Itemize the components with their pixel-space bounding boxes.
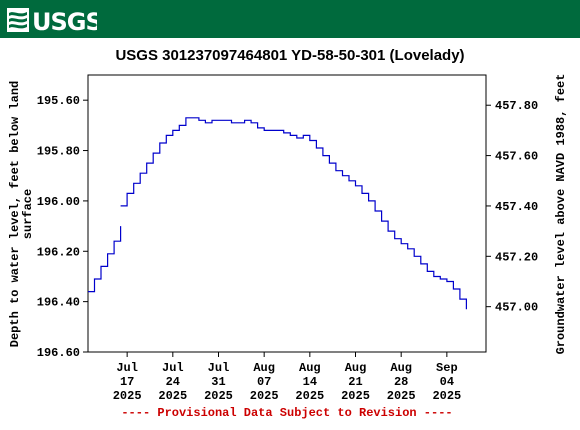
y2-tick-label: 457.00 (495, 301, 538, 315)
x-tick-year: 2025 (158, 389, 187, 403)
y2-tick-label: 457.80 (495, 99, 538, 113)
x-tick-year: 2025 (113, 389, 142, 403)
x-tick-month: Aug (253, 361, 275, 375)
water-level-line (120, 117, 467, 310)
y2-axis-label: Groundwater level above NAVD 1988, feet (554, 74, 568, 355)
usgs-banner: USGS (0, 0, 580, 38)
provisional-notice: ---- Provisional Data Subject to Revisio… (121, 406, 452, 420)
x-tick-month: Aug (345, 361, 367, 375)
usgs-wave-icon (7, 8, 29, 32)
usgs-logo[interactable]: USGS (7, 5, 97, 35)
x-tick-day: 14 (303, 375, 317, 389)
x-axis: Jul172025Jul242025Jul312025Aug072025Aug1… (113, 352, 461, 403)
x-tick-year: 2025 (295, 389, 324, 403)
y-tick-label: 196.20 (37, 245, 80, 259)
y-axis-label-line2: surface (21, 189, 35, 239)
y-tick-label: 196.00 (37, 195, 80, 209)
x-tick-month: Jul (208, 361, 230, 375)
x-tick-day: 21 (348, 375, 362, 389)
y-axis-label-part1: Depth to water level, feet below land (8, 81, 22, 347)
x-tick-year: 2025 (387, 389, 416, 403)
x-tick-month: Jul (116, 361, 138, 375)
y-tick-label: 195.80 (37, 145, 80, 159)
plot-area (87, 74, 487, 353)
x-tick-day: 17 (120, 375, 134, 389)
left-axis: 195.60 195.80 196.00 196.20 196.40 196.60 (37, 94, 88, 360)
y2-tick-label: 457.60 (495, 150, 538, 164)
x-tick-year: 2025 (432, 389, 461, 403)
x-tick-day: 07 (257, 375, 271, 389)
x-tick-day: 24 (166, 375, 180, 389)
x-tick-day: 04 (440, 375, 454, 389)
x-tick-month: Aug (299, 361, 321, 375)
y-axis-label-part2: surface (21, 189, 35, 239)
x-tick-year: 2025 (341, 389, 370, 403)
y-tick-label: 196.40 (37, 296, 80, 310)
x-tick-month: Jul (162, 361, 184, 375)
y2-tick-label: 457.20 (495, 250, 538, 264)
chart-title: USGS 301237097464801 YD-58-50-301 (Lovel… (115, 47, 464, 64)
x-tick-month: Sep (436, 361, 458, 375)
y-tick-label: 196.60 (37, 346, 80, 360)
x-tick-year: 2025 (250, 389, 279, 403)
usgs-logo-text: USGS (32, 8, 97, 35)
series-layer (88, 117, 467, 310)
x-tick-day: 31 (211, 375, 225, 389)
y-tick-label: 195.60 (37, 94, 80, 108)
right-axis: 457.80 457.60 457.40 457.20 457.00 (486, 99, 538, 315)
x-tick-month: Aug (390, 361, 412, 375)
y-axis-label-line1: Depth to water level, feet below land (8, 81, 22, 347)
y2-tick-label: 457.40 (495, 200, 538, 214)
x-tick-year: 2025 (204, 389, 233, 403)
water-level-line (88, 226, 122, 293)
x-tick-day: 28 (394, 375, 408, 389)
